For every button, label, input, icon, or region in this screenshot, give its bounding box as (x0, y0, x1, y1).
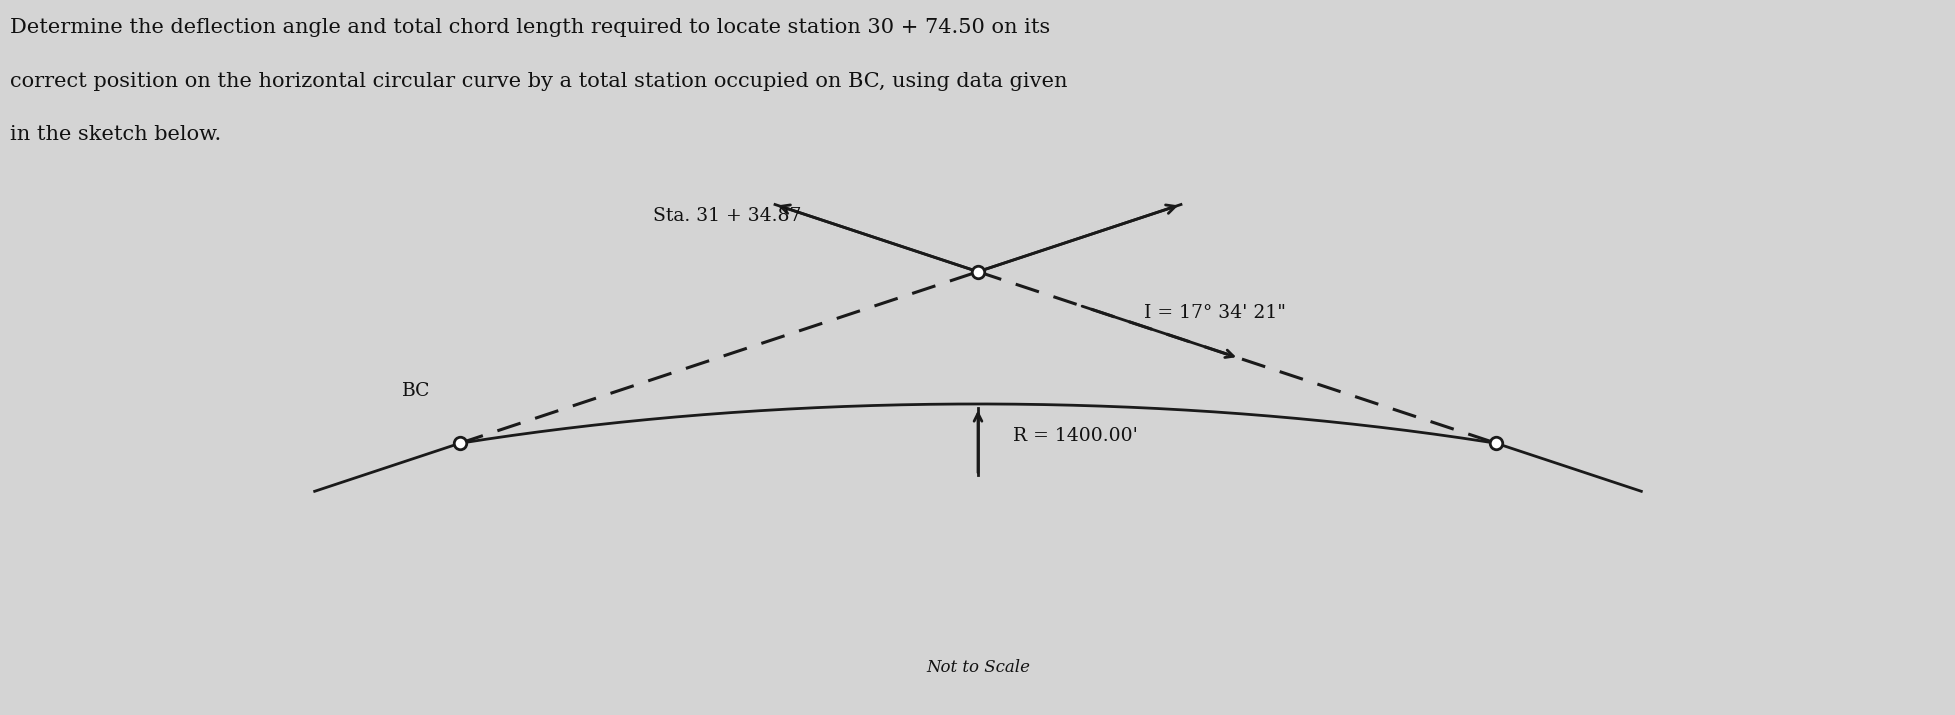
Text: BC: BC (401, 383, 430, 400)
Text: R = 1400.00': R = 1400.00' (1013, 427, 1138, 445)
Text: I = 17° 34' 21": I = 17° 34' 21" (1144, 304, 1286, 322)
Text: Determine the deflection angle and total chord length required to locate station: Determine the deflection angle and total… (10, 18, 1050, 37)
Text: correct position on the horizontal circular curve by a total station occupied on: correct position on the horizontal circu… (10, 72, 1067, 91)
Text: in the sketch below.: in the sketch below. (10, 125, 221, 144)
Text: Not to Scale: Not to Scale (925, 659, 1030, 676)
Text: Sta. 31 + 34.87: Sta. 31 + 34.87 (653, 207, 802, 225)
